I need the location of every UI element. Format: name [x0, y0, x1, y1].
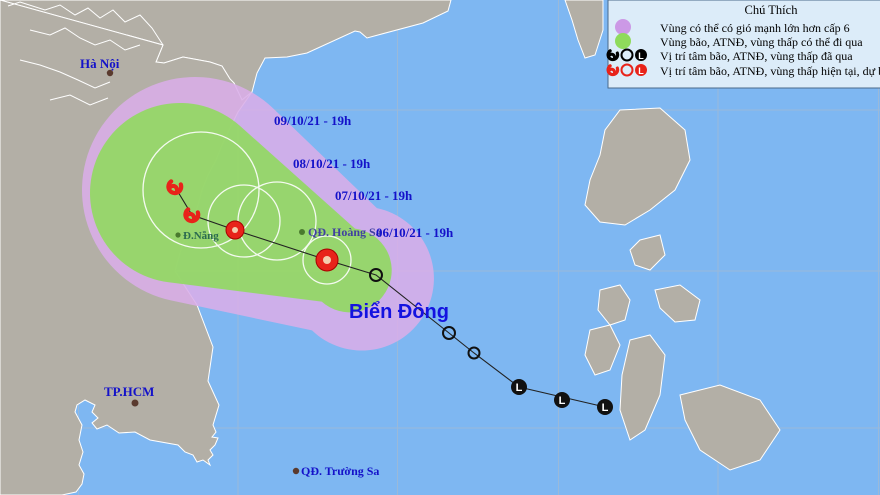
svg-text:L: L [638, 51, 644, 61]
svg-text:L: L [638, 66, 644, 76]
svg-text:L: L [602, 402, 609, 414]
svg-text:L: L [516, 382, 523, 394]
svg-text:L: L [559, 395, 566, 407]
svg-text:Biển Đông: Biển Đông [349, 301, 449, 323]
svg-text:Hà Nội: Hà Nội [80, 56, 120, 71]
svg-text:Vùng bão, ATNĐ, vùng thấp có t: Vùng bão, ATNĐ, vùng thấp có thể đi qua [660, 35, 863, 49]
svg-text:Đ.Nẵng: Đ.Nẵng [183, 230, 219, 242]
svg-text:Chú Thích: Chú Thích [745, 3, 799, 17]
svg-text:07/10/21 - 19h: 07/10/21 - 19h [335, 188, 413, 203]
svg-text:QĐ. Trường Sa: QĐ. Trường Sa [301, 464, 379, 478]
svg-text:08/10/21 - 19h: 08/10/21 - 19h [293, 156, 371, 171]
svg-text:TP.HCM: TP.HCM [104, 384, 154, 399]
svg-text:09/10/21 - 19h: 09/10/21 - 19h [274, 113, 352, 128]
svg-text:Vùng có thể có gió mạnh lớn hơ: Vùng có thể có gió mạnh lớn hơn cấp 6 [660, 21, 850, 35]
svg-text:Vị trí tâm bão, ATNĐ, vùng thấ: Vị trí tâm bão, ATNĐ, vùng thấp đã qua [660, 49, 853, 63]
svg-text:Vị trí tâm bão, ATNĐ, vùng thấ: Vị trí tâm bão, ATNĐ, vùng thấp hiện tại… [660, 64, 880, 78]
svg-text:QĐ. Hoàng Sa: QĐ. Hoàng Sa [308, 225, 382, 239]
svg-text:06/10/21 - 19h: 06/10/21 - 19h [376, 225, 454, 240]
